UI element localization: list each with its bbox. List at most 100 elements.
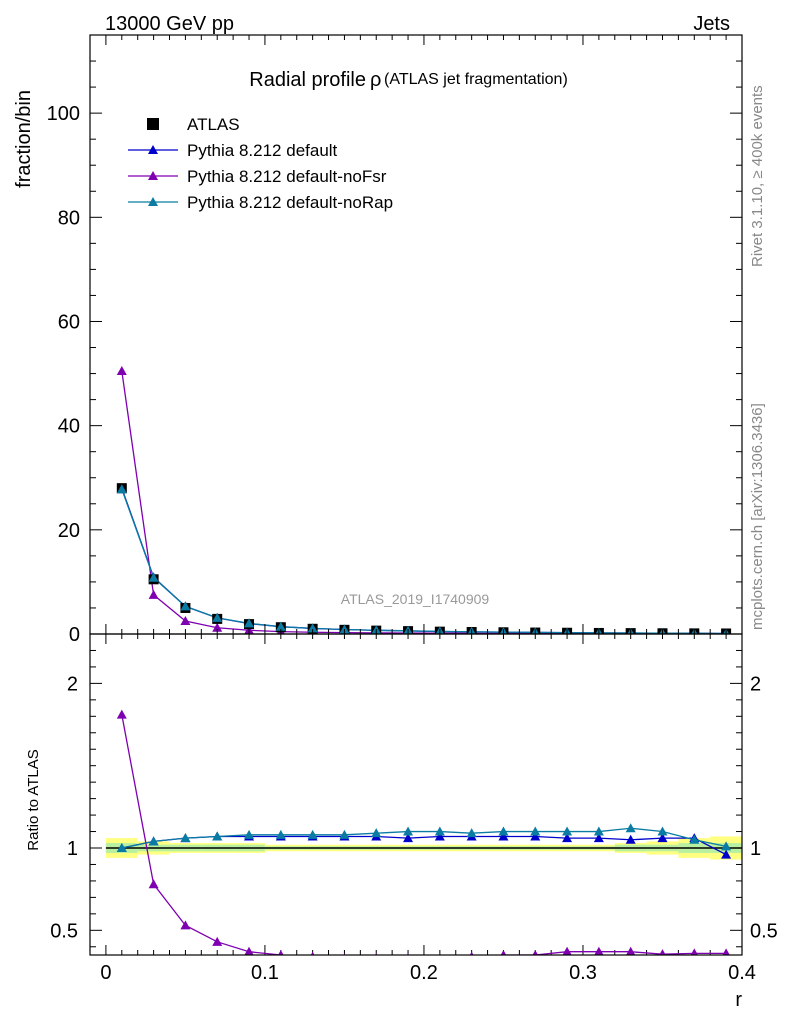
ratio-point — [180, 920, 191, 930]
ratio-point — [690, 948, 698, 955]
x-tick-label: 0 — [100, 962, 111, 984]
ratio-point — [722, 948, 730, 955]
series-point-overlay — [307, 623, 318, 633]
ratio-point — [562, 946, 572, 955]
ratio-point — [339, 829, 350, 839]
legend-marker — [148, 145, 158, 154]
ratio-point — [594, 946, 604, 955]
ratio-tick-label-right: 0.5 — [750, 920, 778, 942]
ratio-point — [659, 949, 666, 955]
ratio-frame — [89, 633, 743, 956]
series-point — [212, 622, 223, 632]
ratio-point — [532, 950, 539, 955]
series-line — [121, 488, 727, 634]
ratio-point — [498, 826, 509, 836]
legend: ATLAS Pythia 8.212 default Pythia 8.212 de… — [128, 115, 393, 212]
series-point-overlay — [275, 621, 286, 631]
x-axis-label: r — [735, 989, 742, 1011]
series-2 — [116, 484, 730, 634]
legend-label: Pythia 8.212 default-noFsr — [187, 167, 387, 186]
ratio-point — [148, 836, 159, 846]
legend-label: Pythia 8.212 default — [187, 141, 338, 160]
ratio-point — [626, 946, 636, 955]
series-point — [116, 365, 127, 375]
ratio-point — [498, 831, 509, 841]
ratio-point — [530, 831, 541, 841]
y-axis-label: fraction/bin — [13, 90, 35, 188]
main-plot: 0 20 40 60 80 100 — [47, 34, 743, 955]
mcplots-label: mcplots.cern.ch [arXiv:1306.3436] — [749, 403, 766, 630]
series-point-overlay — [244, 618, 255, 628]
rivet-label: Rivet 3.1.10, ≥ 400k events — [749, 85, 766, 267]
ratio-series-line — [121, 714, 727, 955]
ratio-series-line — [121, 827, 727, 849]
ratio-tick-label-right: 2 — [750, 673, 761, 695]
legend-label: Pythia 8.212 default-noRap — [187, 193, 393, 212]
ratio-point — [562, 826, 573, 836]
ratio-point — [403, 833, 414, 843]
series-point — [180, 615, 191, 625]
ratio-point — [689, 834, 700, 844]
ratio-tick-label-left: 1 — [67, 838, 78, 860]
y-tick-label: 100 — [47, 103, 80, 125]
ratio-point — [434, 826, 445, 836]
series-point-overlay — [148, 572, 159, 582]
ratio-point — [116, 843, 127, 852]
ratio-point — [278, 950, 284, 955]
chart-title-symbol: ρ — [370, 69, 381, 91]
legend-marker — [148, 197, 158, 206]
ratio-point — [116, 709, 127, 719]
ratio-point — [403, 826, 414, 836]
ratio-point — [593, 826, 604, 836]
ratio-point — [371, 828, 382, 838]
y-tick-label: 20 — [58, 520, 80, 542]
legend-marker-atlas — [147, 118, 159, 130]
ratio-point — [180, 833, 191, 843]
y-tick-label: 0 — [69, 624, 80, 646]
series-line — [121, 487, 727, 634]
header-right: Jets — [693, 13, 730, 35]
y-tick-label: 40 — [58, 416, 80, 438]
ratio-tick-label-left: 0.5 — [50, 920, 78, 942]
ratio-point — [593, 833, 604, 843]
series-point-overlay — [116, 484, 127, 494]
y-tick-label: 60 — [58, 311, 80, 333]
ratio-tick-label-right: 1 — [750, 838, 761, 860]
ratio-point — [244, 829, 255, 839]
ratio-series-2 — [116, 823, 732, 852]
ratio-point — [625, 823, 636, 833]
legend-marker — [148, 171, 158, 180]
chart-subtitle: (ATLAS jet fragmentation) — [384, 71, 568, 88]
ratio-point — [275, 829, 286, 839]
ratio-point — [212, 831, 223, 841]
chart-title: Radial profile — [249, 69, 366, 91]
series-point-overlay — [180, 601, 191, 611]
header-left: 13000 GeV pp — [105, 13, 234, 35]
ratio-series-1 — [116, 709, 730, 955]
x-tick-label: 0.1 — [251, 962, 279, 984]
series-point-overlay — [339, 624, 350, 634]
ratio-point — [657, 826, 668, 836]
series-point-overlay — [212, 612, 223, 622]
ratio-point — [657, 833, 668, 843]
ratio-tick-label-left: 2 — [67, 673, 78, 695]
ratio-point — [244, 946, 254, 955]
ratio-point — [212, 936, 223, 946]
ratio-plot: 0 0.1 0.2 0.3 0.4 0.5 0.5 1 1 2 2 — [50, 633, 778, 984]
ratio-point — [625, 834, 636, 844]
series-point — [148, 589, 159, 599]
ratio-point — [530, 826, 541, 836]
ratio-point — [148, 879, 159, 889]
x-tick-label: 0.2 — [410, 962, 438, 984]
ratio-point — [434, 831, 445, 841]
ratio-y-axis-label: Ratio to ATLAS — [25, 749, 42, 850]
ratio-point — [310, 951, 315, 955]
ratio-point — [466, 828, 477, 838]
analysis-watermark: ATLAS_2019_I1740909 — [341, 591, 490, 607]
ratio-point — [500, 950, 507, 955]
ratio-point — [307, 829, 318, 839]
y-tick-label: 80 — [58, 207, 80, 229]
ratio-point — [721, 841, 732, 851]
legend-label-atlas: ATLAS — [187, 115, 240, 134]
